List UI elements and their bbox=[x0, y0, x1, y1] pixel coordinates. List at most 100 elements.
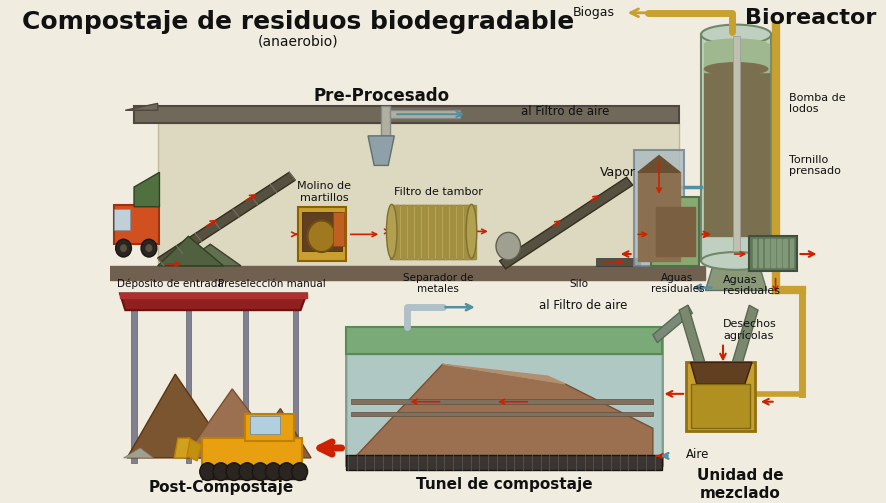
Polygon shape bbox=[705, 261, 766, 290]
Text: Unidad de
mezclado: Unidad de mezclado bbox=[697, 468, 784, 500]
Text: al Filtro de aire: al Filtro de aire bbox=[539, 299, 627, 312]
Text: Silo: Silo bbox=[569, 279, 588, 289]
Polygon shape bbox=[653, 305, 692, 343]
Bar bbox=[110, 266, 705, 280]
Text: Tornillo
prensado: Tornillo prensado bbox=[789, 154, 841, 176]
Text: Tunel de compostaje: Tunel de compostaje bbox=[416, 477, 592, 492]
Bar bbox=[457, 205, 462, 259]
Polygon shape bbox=[134, 106, 680, 123]
Polygon shape bbox=[732, 305, 758, 369]
Bar bbox=[443, 205, 447, 259]
Bar bbox=[390, 110, 460, 118]
Text: Pre-Procesado: Pre-Procesado bbox=[313, 87, 449, 105]
Text: Filtro de tambor: Filtro de tambor bbox=[393, 187, 483, 197]
Bar bbox=[243, 310, 248, 463]
Polygon shape bbox=[158, 173, 295, 266]
Ellipse shape bbox=[466, 204, 477, 259]
Polygon shape bbox=[120, 293, 307, 310]
Bar bbox=[430, 205, 434, 259]
Bar bbox=[423, 205, 427, 259]
Polygon shape bbox=[638, 155, 680, 173]
Bar bbox=[302, 212, 342, 251]
Text: al Filtro de aire: al Filtro de aire bbox=[522, 105, 610, 118]
Bar bbox=[750, 236, 797, 271]
Bar bbox=[292, 310, 298, 463]
Polygon shape bbox=[120, 293, 307, 298]
Polygon shape bbox=[245, 408, 311, 458]
Bar bbox=[464, 205, 469, 259]
Bar bbox=[416, 205, 420, 259]
Bar bbox=[131, 310, 136, 463]
Bar bbox=[686, 362, 755, 431]
Bar bbox=[437, 205, 440, 259]
Polygon shape bbox=[123, 448, 153, 458]
Bar bbox=[690, 384, 750, 429]
Bar bbox=[596, 258, 640, 266]
Bar bbox=[777, 239, 781, 267]
Bar bbox=[245, 413, 293, 441]
Text: Bioreactor: Bioreactor bbox=[745, 8, 876, 28]
Text: Desechos
agrícolas: Desechos agrícolas bbox=[723, 319, 777, 341]
Circle shape bbox=[213, 463, 229, 480]
Circle shape bbox=[291, 463, 307, 480]
Circle shape bbox=[279, 463, 294, 480]
Polygon shape bbox=[500, 177, 633, 269]
Text: Bomba de
lodos: Bomba de lodos bbox=[789, 93, 845, 114]
Circle shape bbox=[141, 239, 157, 257]
Bar bbox=[250, 416, 280, 434]
Text: Molino de
martillos: Molino de martillos bbox=[297, 181, 351, 203]
Ellipse shape bbox=[703, 62, 768, 76]
Bar bbox=[651, 197, 699, 266]
Bar bbox=[158, 123, 680, 269]
Text: Biogas: Biogas bbox=[572, 7, 614, 19]
Bar bbox=[783, 239, 787, 267]
Ellipse shape bbox=[701, 25, 771, 44]
Bar bbox=[701, 35, 771, 261]
Circle shape bbox=[253, 463, 268, 480]
Bar bbox=[633, 150, 684, 266]
Bar bbox=[753, 239, 757, 267]
Polygon shape bbox=[125, 104, 158, 110]
Polygon shape bbox=[175, 438, 190, 458]
Circle shape bbox=[116, 239, 131, 257]
Circle shape bbox=[145, 244, 152, 252]
Bar bbox=[346, 327, 662, 355]
Bar bbox=[450, 205, 455, 259]
Text: Aguas
residuales: Aguas residuales bbox=[723, 275, 780, 296]
Circle shape bbox=[226, 463, 242, 480]
Text: Separador de
metales: Separador de metales bbox=[403, 273, 473, 294]
Bar bbox=[201, 465, 305, 478]
Bar bbox=[186, 310, 191, 463]
Bar bbox=[381, 106, 390, 136]
Ellipse shape bbox=[703, 38, 768, 50]
Polygon shape bbox=[134, 173, 159, 207]
Text: Preselección manual: Preselección manual bbox=[218, 279, 325, 289]
Bar bbox=[346, 455, 662, 470]
Polygon shape bbox=[127, 374, 232, 458]
Polygon shape bbox=[184, 389, 284, 458]
Circle shape bbox=[307, 220, 336, 252]
Bar bbox=[789, 239, 793, 267]
Text: Post-Compostaje: Post-Compostaje bbox=[149, 480, 294, 495]
Ellipse shape bbox=[386, 204, 397, 259]
Text: Compostaje de residuos biodegradable: Compostaje de residuos biodegradable bbox=[22, 10, 574, 34]
Bar bbox=[656, 207, 695, 256]
Text: Aguas
residuales: Aguas residuales bbox=[650, 273, 704, 294]
Bar bbox=[346, 355, 662, 465]
Bar bbox=[390, 205, 473, 259]
Bar bbox=[771, 239, 774, 267]
Bar bbox=[114, 209, 129, 230]
Text: Déposito de entrada: Déposito de entrada bbox=[118, 278, 224, 289]
Bar bbox=[703, 44, 768, 72]
Bar bbox=[401, 205, 406, 259]
Text: (anaerobio): (anaerobio) bbox=[258, 34, 338, 48]
Ellipse shape bbox=[701, 252, 771, 270]
Bar bbox=[333, 212, 344, 246]
Text: Aire: Aire bbox=[686, 448, 710, 461]
Bar bbox=[733, 36, 740, 251]
Polygon shape bbox=[201, 438, 302, 468]
Circle shape bbox=[239, 463, 255, 480]
Circle shape bbox=[266, 463, 281, 480]
Bar bbox=[394, 205, 399, 259]
Polygon shape bbox=[442, 364, 565, 384]
